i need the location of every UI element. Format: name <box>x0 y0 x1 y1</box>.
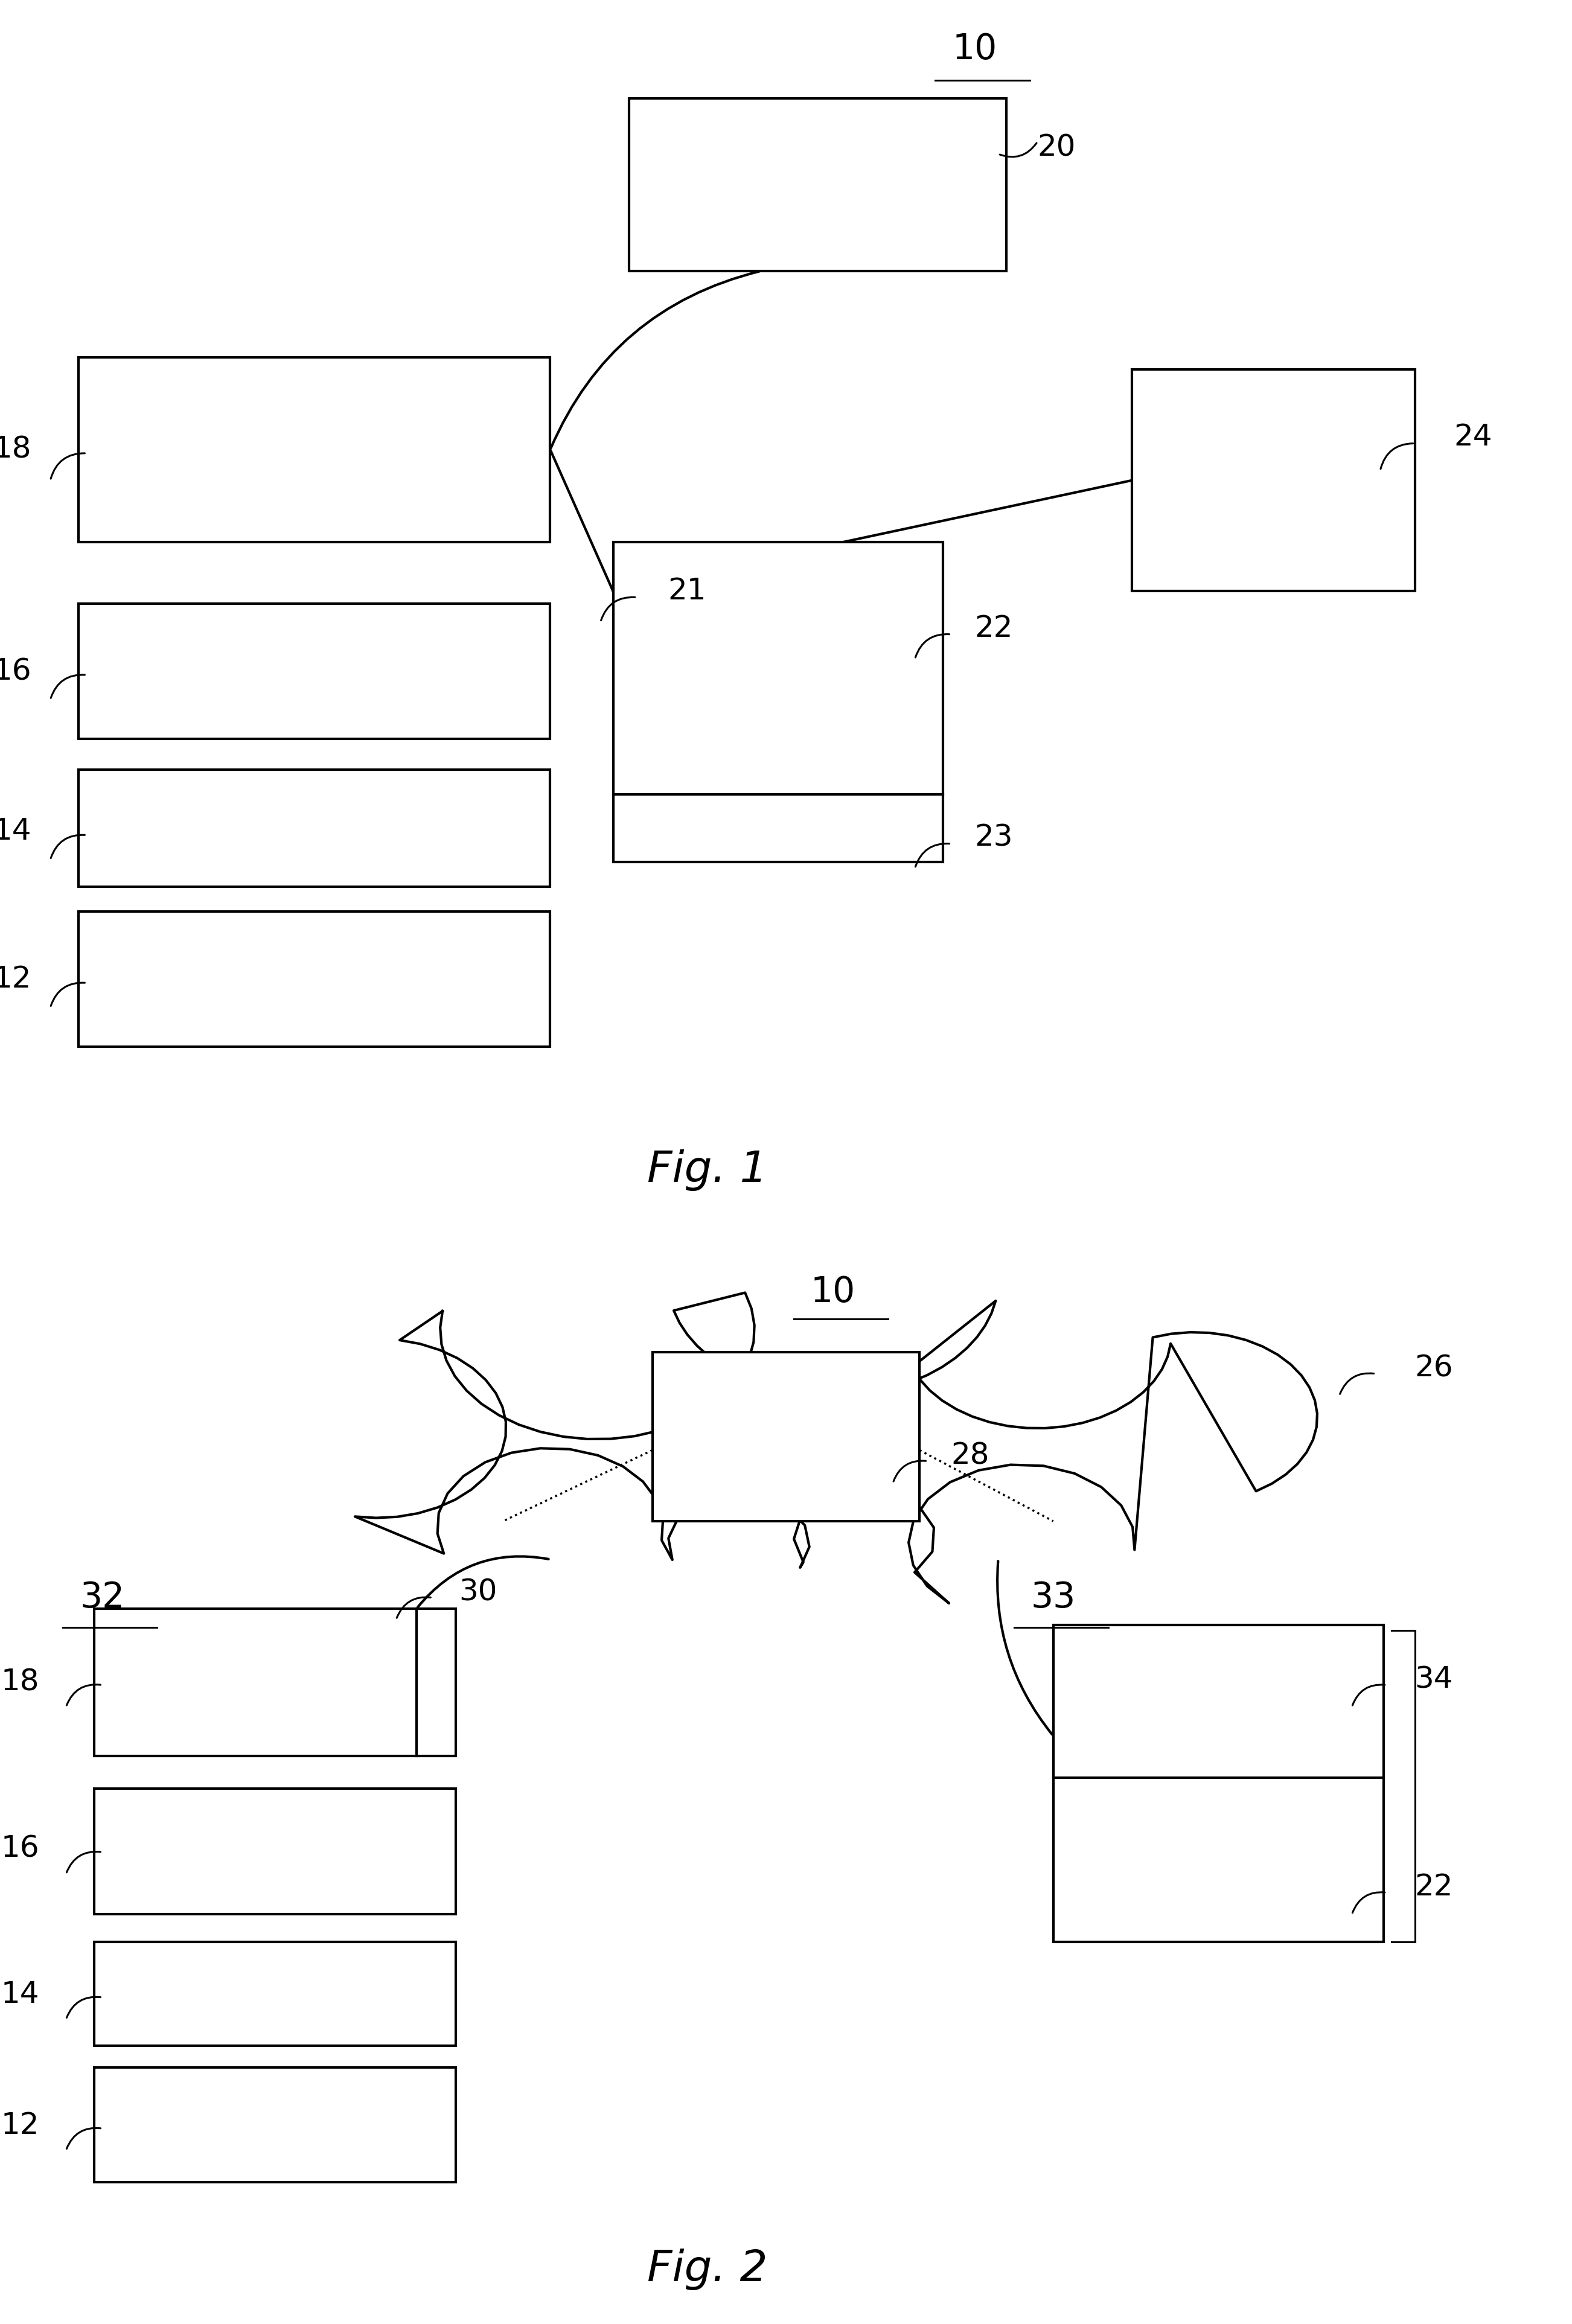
Text: 22: 22 <box>975 614 1012 644</box>
Text: 34: 34 <box>1415 1664 1453 1694</box>
Text: 21: 21 <box>668 576 706 607</box>
Bar <box>94 1608 456 1757</box>
Text: 12: 12 <box>2 2110 39 2140</box>
Text: 22: 22 <box>1415 1873 1453 1901</box>
Text: 16: 16 <box>2 1834 39 1864</box>
Text: 12: 12 <box>0 964 31 995</box>
Bar <box>629 98 1006 272</box>
Bar <box>94 2068 456 2182</box>
Bar <box>79 358 550 541</box>
Text: 10: 10 <box>811 1274 855 1308</box>
Bar <box>79 604 550 739</box>
Bar <box>79 911 550 1046</box>
Text: 18: 18 <box>0 435 31 465</box>
Text: 18: 18 <box>2 1666 39 1697</box>
Text: 16: 16 <box>0 658 31 686</box>
Polygon shape <box>355 1292 1317 1604</box>
Text: 24: 24 <box>1454 423 1492 451</box>
Bar <box>79 769 550 888</box>
Text: Fig. 2: Fig. 2 <box>648 2250 767 2289</box>
Text: 28: 28 <box>951 1441 989 1471</box>
Text: 32: 32 <box>80 1580 124 1615</box>
Bar <box>652 1353 920 1522</box>
Bar <box>1132 370 1415 590</box>
Text: 23: 23 <box>975 823 1012 853</box>
Text: 14: 14 <box>0 818 31 846</box>
Text: 20: 20 <box>1038 132 1075 163</box>
Text: 10: 10 <box>953 33 997 67</box>
Bar <box>94 1943 456 2045</box>
Bar <box>1053 1624 1383 1943</box>
Bar <box>94 1789 456 1915</box>
Bar <box>613 541 943 862</box>
Text: 26: 26 <box>1415 1355 1453 1383</box>
Text: Fig. 1: Fig. 1 <box>648 1150 767 1190</box>
Text: 33: 33 <box>1031 1580 1075 1615</box>
Text: 30: 30 <box>459 1578 497 1606</box>
Text: 14: 14 <box>2 1980 39 2008</box>
